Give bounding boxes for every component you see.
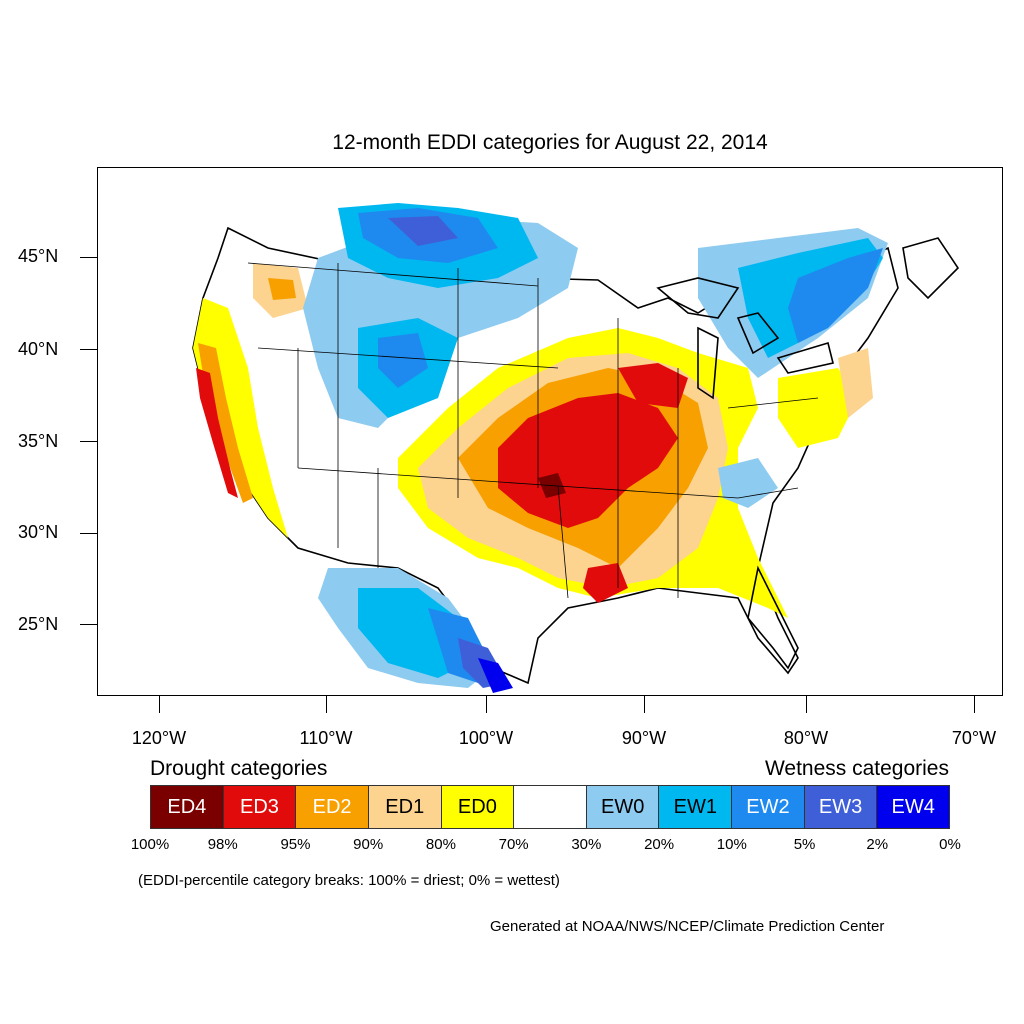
legend-box-ew0: EW0 — [586, 786, 660, 828]
ew0-southeast — [718, 458, 778, 508]
legend-break-label: 20% — [644, 836, 675, 853]
x-tick-label-70w: 70°W — [951, 728, 997, 748]
x-tick-80w — [806, 696, 807, 713]
x-tick-label-110w: 110°W — [299, 728, 353, 748]
legend-box-ed1: ED1 — [368, 786, 442, 828]
map-panel — [97, 167, 1003, 696]
x-tick-label-90w: 90°W — [621, 728, 667, 748]
y-tick-label-45n: 45°N — [18, 246, 59, 266]
x-tick-90w — [644, 696, 645, 713]
y-tick-45n — [80, 257, 97, 258]
y-tick-40n — [80, 349, 97, 350]
x-tick-label-80w: 80°W — [783, 728, 829, 748]
ed3-region-central — [498, 393, 678, 528]
y-tick-label-25n: 25°N — [18, 614, 59, 634]
legend-box-none — [514, 786, 587, 828]
legend-break-label: 70% — [498, 836, 529, 853]
legend-box-ed0: ED0 — [441, 786, 515, 828]
legend-break-label: 100% — [130, 836, 170, 853]
legend-box-ew3: EW3 — [804, 786, 878, 828]
legend-break-label: 0% — [939, 836, 961, 853]
y-tick-35n — [80, 441, 97, 442]
y-tick-25n — [80, 624, 97, 625]
oregon-ed2-spot — [268, 278, 296, 300]
ew4-texas-coast — [478, 658, 513, 693]
ew2-colorado — [378, 333, 428, 388]
category-legend: ED4 ED3 ED2 ED1 ED0 EW0 EW1 EW2 EW3 EW4 — [150, 785, 950, 829]
eddi-map — [98, 168, 1002, 695]
x-tick-70w — [974, 696, 975, 713]
x-tick-110w — [326, 696, 327, 713]
legend-break-label: 98% — [207, 836, 238, 853]
northeast-ed1 — [838, 348, 873, 418]
legend-box-ed4: ED4 — [151, 786, 224, 828]
y-tick-label-30n: 30°N — [18, 522, 59, 542]
legend-box-ed2: ED2 — [296, 786, 369, 828]
credit-line: Generated at NOAA/NWS/NCEP/Climate Predi… — [490, 918, 885, 935]
legend-box-ew4: EW4 — [877, 786, 950, 828]
x-tick-100w — [486, 696, 487, 713]
state-boundaries — [247, 262, 819, 599]
ew3-montana — [388, 216, 458, 246]
y-tick-30n — [80, 533, 97, 534]
legend-box-ed3: ED3 — [223, 786, 297, 828]
wetness-categories-heading: Wetness categories — [764, 757, 949, 780]
legend-break-label: 5% — [793, 836, 816, 853]
ed3-region-louisiana — [583, 563, 628, 603]
drought-categories-heading: Drought categories — [150, 757, 328, 780]
legend-box-ew2: EW2 — [732, 786, 805, 828]
y-tick-label-40n: 40°N — [18, 339, 59, 359]
west-coast-ed3 — [196, 368, 238, 498]
legend-break-label: 80% — [425, 836, 456, 853]
x-tick-label-120w: 120°W — [131, 728, 187, 748]
x-tick-120w — [159, 696, 160, 713]
legend-break-label: 95% — [280, 836, 311, 853]
x-tick-label-100w: 100°W — [458, 728, 514, 748]
coastline-and-lakes — [656, 237, 960, 670]
ed3-region-midwest — [618, 363, 688, 408]
legend-break-label: 10% — [716, 836, 747, 853]
legend-box-ew1: EW1 — [659, 786, 733, 828]
legend-break-label: 2% — [866, 836, 889, 853]
y-tick-label-35n: 35°N — [18, 431, 59, 451]
legend-break-label: 30% — [571, 836, 602, 853]
ew2-new-england — [788, 248, 883, 343]
legend-break-label: 90% — [353, 836, 384, 853]
northeast-ed0 — [778, 368, 858, 448]
category-breaks-note: (EDDI-percentile category breaks: 100% =… — [138, 872, 560, 889]
map-title: 12-month EDDI categories for August 22, … — [332, 131, 768, 154]
